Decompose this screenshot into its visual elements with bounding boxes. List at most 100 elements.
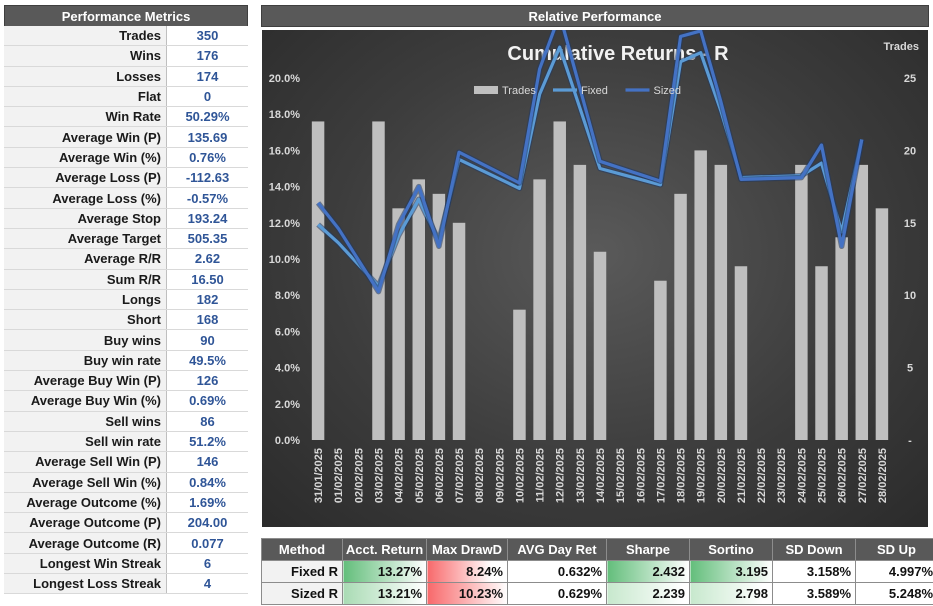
metric-row: Sum R/R 16.50 <box>4 269 248 290</box>
metric-value: 90 <box>166 329 248 351</box>
metric-label: Flat <box>4 86 167 108</box>
x-tick-label: 13/02/2025 <box>575 448 587 503</box>
stats-row: Sized R 13.21% 10.23% 0.629% 2.239 2.798 3.589… <box>261 582 933 605</box>
metric-value: 4 <box>166 573 248 595</box>
metric-value: 146 <box>166 451 248 473</box>
y-tick-label: 16.0% <box>269 145 300 157</box>
stats-cell: 2.432 <box>606 560 690 583</box>
trades-bar <box>513 309 526 440</box>
legend-swatch-trades <box>474 86 498 94</box>
x-tick-label: 19/02/2025 <box>696 448 708 503</box>
stats-cell: 2.798 <box>689 582 773 605</box>
stats-header: Sortino <box>689 538 773 561</box>
x-tick-label: 06/02/2025 <box>434 448 446 503</box>
x-tick-label: 08/02/2025 <box>474 448 486 503</box>
metric-row: Wins 176 <box>4 45 248 67</box>
y2-tick-label: 15 <box>904 218 916 230</box>
x-tick-label: 27/02/2025 <box>857 448 869 503</box>
metric-row: Average Sell Win (%) 0.84% <box>4 472 248 493</box>
stats-header: Method <box>261 538 343 561</box>
metric-label: Average Outcome (%) <box>4 492 167 514</box>
stats-cell: 4.997% <box>855 560 933 583</box>
stats-cell: 0.629% <box>507 582 607 605</box>
metric-value: 204.00 <box>166 512 248 534</box>
metrics-panel-title: Performance Metrics <box>4 5 248 27</box>
relative-panel-title: Relative Performance <box>261 5 929 27</box>
x-tick-label: 12/02/2025 <box>555 448 567 503</box>
metric-row: Average Loss (%) -0.57% <box>4 187 248 209</box>
trades-bar <box>432 193 446 440</box>
metric-value: 0 <box>166 86 248 108</box>
metric-value: 0.76% <box>166 147 248 169</box>
x-tick-label: 04/02/2025 <box>394 448 406 503</box>
stats-header: Sharpe <box>606 538 690 561</box>
x-tick-label: 24/02/2025 <box>796 448 808 503</box>
metric-label: Sum R/R <box>4 269 167 290</box>
metric-label: Average Outcome (P) <box>4 512 167 534</box>
metric-row: Sell wins 86 <box>4 411 248 432</box>
stats-cell: 2.239 <box>606 582 690 605</box>
x-tick-label: 20/02/2025 <box>716 448 728 503</box>
stats-header: AVG Day Ret <box>507 538 607 561</box>
metric-value: 86 <box>166 411 248 432</box>
metric-label: Average R/R <box>4 248 167 270</box>
y2-tick-label: - <box>908 435 912 447</box>
metric-row: Average Outcome (R) 0.077 <box>4 532 248 554</box>
x-tick-label: 01/02/2025 <box>333 448 345 503</box>
x-tick-label: 14/02/2025 <box>595 448 607 503</box>
y-tick-label: 0.0% <box>275 435 300 447</box>
stats-cell: 13.27% <box>342 560 427 583</box>
x-tick-label: 02/02/2025 <box>353 448 365 503</box>
metric-row: Buy wins 90 <box>4 329 248 351</box>
y2-tick-label: 20 <box>904 145 916 157</box>
metric-row: Longest Win Streak 6 <box>4 553 248 575</box>
trades-bar <box>553 121 566 440</box>
x-tick-label: 26/02/2025 <box>837 448 849 503</box>
metric-value: -112.63 <box>166 167 248 189</box>
metric-row: Average Sell Win (P) 146 <box>4 451 248 473</box>
metric-row: Average Outcome (P) 204.00 <box>4 512 248 534</box>
metric-value: 0.077 <box>166 532 248 554</box>
stats-header: SD Up <box>855 538 933 561</box>
trades-bar <box>795 164 808 440</box>
stats-cell: 3.158% <box>772 560 856 583</box>
y-tick-label: 18.0% <box>269 109 300 121</box>
metric-row: Average Win (P) 135.69 <box>4 126 248 148</box>
metric-value: 505.35 <box>166 228 248 250</box>
trades-bar <box>815 266 828 440</box>
stats-row: Fixed R 13.27% 8.24% 0.632% 2.432 3.195 3.158%… <box>261 560 933 583</box>
metric-value: 2.62 <box>166 248 248 270</box>
y2-tick-label: 25 <box>904 73 916 85</box>
metric-value: 174 <box>166 66 248 87</box>
stats-header: SD Down <box>772 538 856 561</box>
metric-row: Longs 182 <box>4 289 248 311</box>
metric-label: Wins <box>4 45 167 67</box>
metric-label: Win Rate <box>4 106 167 128</box>
trades-bar <box>412 179 426 441</box>
y-tick-label: 12.0% <box>269 218 300 230</box>
stats-method: Sized R <box>261 582 343 605</box>
metric-label: Average Sell Win (P) <box>4 451 167 473</box>
metric-row: Flat 0 <box>4 86 248 108</box>
metric-value: 176 <box>166 45 248 67</box>
stats-cell: 13.21% <box>342 582 427 605</box>
trades-bar <box>694 150 707 440</box>
y-tick-label: 14.0% <box>269 182 300 194</box>
metric-label: Average Sell Win (%) <box>4 472 167 493</box>
x-tick-label: 25/02/2025 <box>817 448 829 503</box>
metric-row: Losses 174 <box>4 66 248 87</box>
y-tick-label: 6.0% <box>275 326 300 338</box>
x-tick-label: 31/01/2025 <box>313 448 325 503</box>
metric-value: 51.2% <box>166 431 248 453</box>
metric-value: 1.69% <box>166 492 248 514</box>
x-tick-label: 22/02/2025 <box>756 448 768 503</box>
trades-bar <box>855 164 869 440</box>
trades-bar <box>835 237 848 440</box>
stats-cell: 3.195 <box>689 560 773 583</box>
metric-value: 0.69% <box>166 390 248 412</box>
metric-row: Sell win rate 51.2% <box>4 431 248 453</box>
x-tick-label: 10/02/2025 <box>514 448 526 503</box>
metric-value: 168 <box>166 309 248 331</box>
legend-label: Trades <box>502 85 536 97</box>
metric-row: Win Rate 50.29% <box>4 106 248 128</box>
